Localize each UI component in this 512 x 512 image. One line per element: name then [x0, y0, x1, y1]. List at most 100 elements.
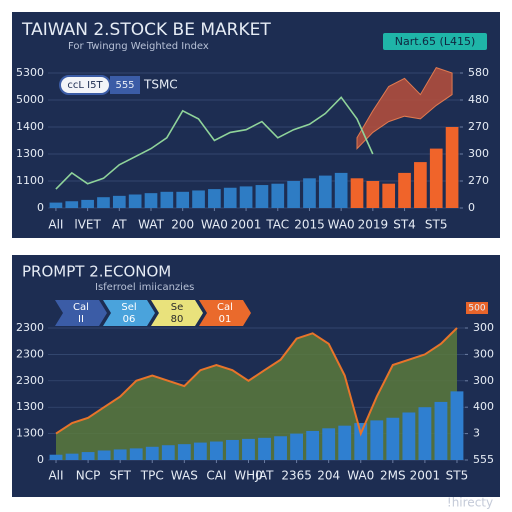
- bar: [81, 452, 95, 460]
- x-tick-label: 2019: [358, 218, 389, 232]
- bar: [49, 454, 63, 460]
- bar: [370, 420, 384, 460]
- bar: [176, 191, 190, 208]
- bar: [258, 437, 271, 460]
- tag: 06: [123, 314, 136, 325]
- y-tick-label: 5000: [16, 93, 44, 106]
- x-tick-label: 200: [171, 218, 194, 232]
- x-tick-label: AT: [112, 218, 127, 232]
- bar: [113, 449, 127, 460]
- x-tick-label: ST5: [425, 218, 448, 232]
- bar: [398, 172, 411, 208]
- x-tick-label: 2001: [410, 469, 441, 483]
- bar: [414, 162, 427, 208]
- x-tick-label: ST4: [393, 218, 416, 232]
- x-tick-label: WA0: [347, 469, 374, 483]
- y2-tick-label: 480: [468, 93, 489, 106]
- y-tick-label: 2300: [16, 374, 44, 387]
- bar: [65, 201, 79, 208]
- bar: [128, 194, 142, 208]
- bar: [239, 186, 253, 208]
- y-tick-label: 1300: [16, 147, 44, 160]
- x-tick-label: lVET: [74, 218, 101, 232]
- bar: [418, 407, 432, 460]
- tag-chevron: [55, 300, 107, 326]
- tag: 01: [219, 314, 232, 325]
- x-tick-label: 2015: [294, 218, 325, 232]
- x-tick-label: TAC: [265, 218, 289, 232]
- x-tick-label: TPC: [140, 469, 164, 483]
- x-tick-label: WH0: [234, 469, 263, 483]
- bar: [49, 202, 63, 208]
- bar: [81, 199, 94, 208]
- y2-tick-label: 300: [473, 321, 494, 334]
- bar: [242, 438, 255, 460]
- x-tick-label: ST5: [446, 469, 469, 483]
- chart-title: TAIWAN 2.STOCK BE MARKET: [21, 20, 271, 40]
- x-tick-label: AlI: [48, 218, 63, 232]
- bar: [306, 430, 320, 460]
- y-tick-label: 1300: [16, 400, 44, 413]
- tag: II: [78, 314, 84, 325]
- bar: [144, 193, 158, 208]
- bar: [338, 425, 352, 460]
- bar: [97, 450, 111, 460]
- x-tick-label: JAT: [255, 469, 275, 483]
- tag-box: [110, 76, 140, 94]
- y2-tick-label: 0: [468, 201, 475, 214]
- bar: [160, 191, 174, 208]
- bar: [318, 175, 332, 208]
- bar: [290, 433, 304, 460]
- y-tick-label: 2300: [16, 321, 44, 334]
- bar: [193, 442, 207, 460]
- tag: Se: [171, 302, 184, 313]
- bar: [226, 439, 239, 460]
- y-tick-label: 5300: [16, 66, 44, 79]
- x-tick-label: 2365: [281, 469, 312, 483]
- bar: [434, 401, 448, 460]
- badge-box: [383, 33, 487, 50]
- y2-tick-label: 300: [473, 374, 494, 387]
- bar: [303, 178, 316, 208]
- chart-subtitle: Isferroel imiicanzies: [95, 282, 194, 293]
- area-line: [55, 327, 458, 437]
- bar: [287, 181, 300, 208]
- y-tick-label: 1300: [16, 427, 44, 440]
- bar: [386, 417, 400, 460]
- y2-tick-label: 300: [468, 147, 489, 160]
- y2-tick-label: 400: [473, 400, 494, 413]
- watermark: !hirecty: [447, 496, 493, 510]
- y2-tick-label: 580: [468, 66, 489, 79]
- chart-subtitle: For Twingng Weighted Index: [68, 41, 209, 52]
- x-tick-label: CAI: [206, 469, 226, 483]
- x-tick-label: WAT: [138, 218, 164, 232]
- y-tick-label: 1400: [16, 120, 44, 133]
- tag: ccL I5T: [67, 80, 103, 91]
- x-tick-label: 204: [317, 469, 340, 483]
- chart-title: PROMPT 2.ECONOM: [22, 263, 171, 281]
- bar: [192, 190, 205, 208]
- bar: [97, 197, 110, 208]
- x-tick-label: WA0: [201, 218, 228, 232]
- y-tick-label: 0: [37, 453, 44, 466]
- y2-tick-label: 555: [473, 453, 494, 466]
- tag-chevron: [151, 300, 203, 326]
- badge: 500: [468, 304, 485, 314]
- badge: Nart.65 (L415): [395, 35, 476, 48]
- bar: [223, 187, 237, 208]
- tag: Cal: [73, 302, 89, 313]
- bar: [129, 448, 143, 460]
- x-tick-label: WA0: [328, 218, 355, 232]
- tag: Sel: [121, 302, 136, 313]
- tag-chevron: [199, 300, 251, 326]
- bar: [65, 453, 79, 460]
- bar: [209, 441, 223, 460]
- bar: [366, 181, 380, 208]
- bar: [429, 148, 443, 208]
- bar: [112, 195, 126, 208]
- badge-box: [466, 302, 488, 314]
- tag: TSMC: [143, 78, 178, 92]
- y2-tick-label: 270: [468, 120, 489, 133]
- bar: [208, 189, 221, 208]
- bar: [350, 178, 364, 208]
